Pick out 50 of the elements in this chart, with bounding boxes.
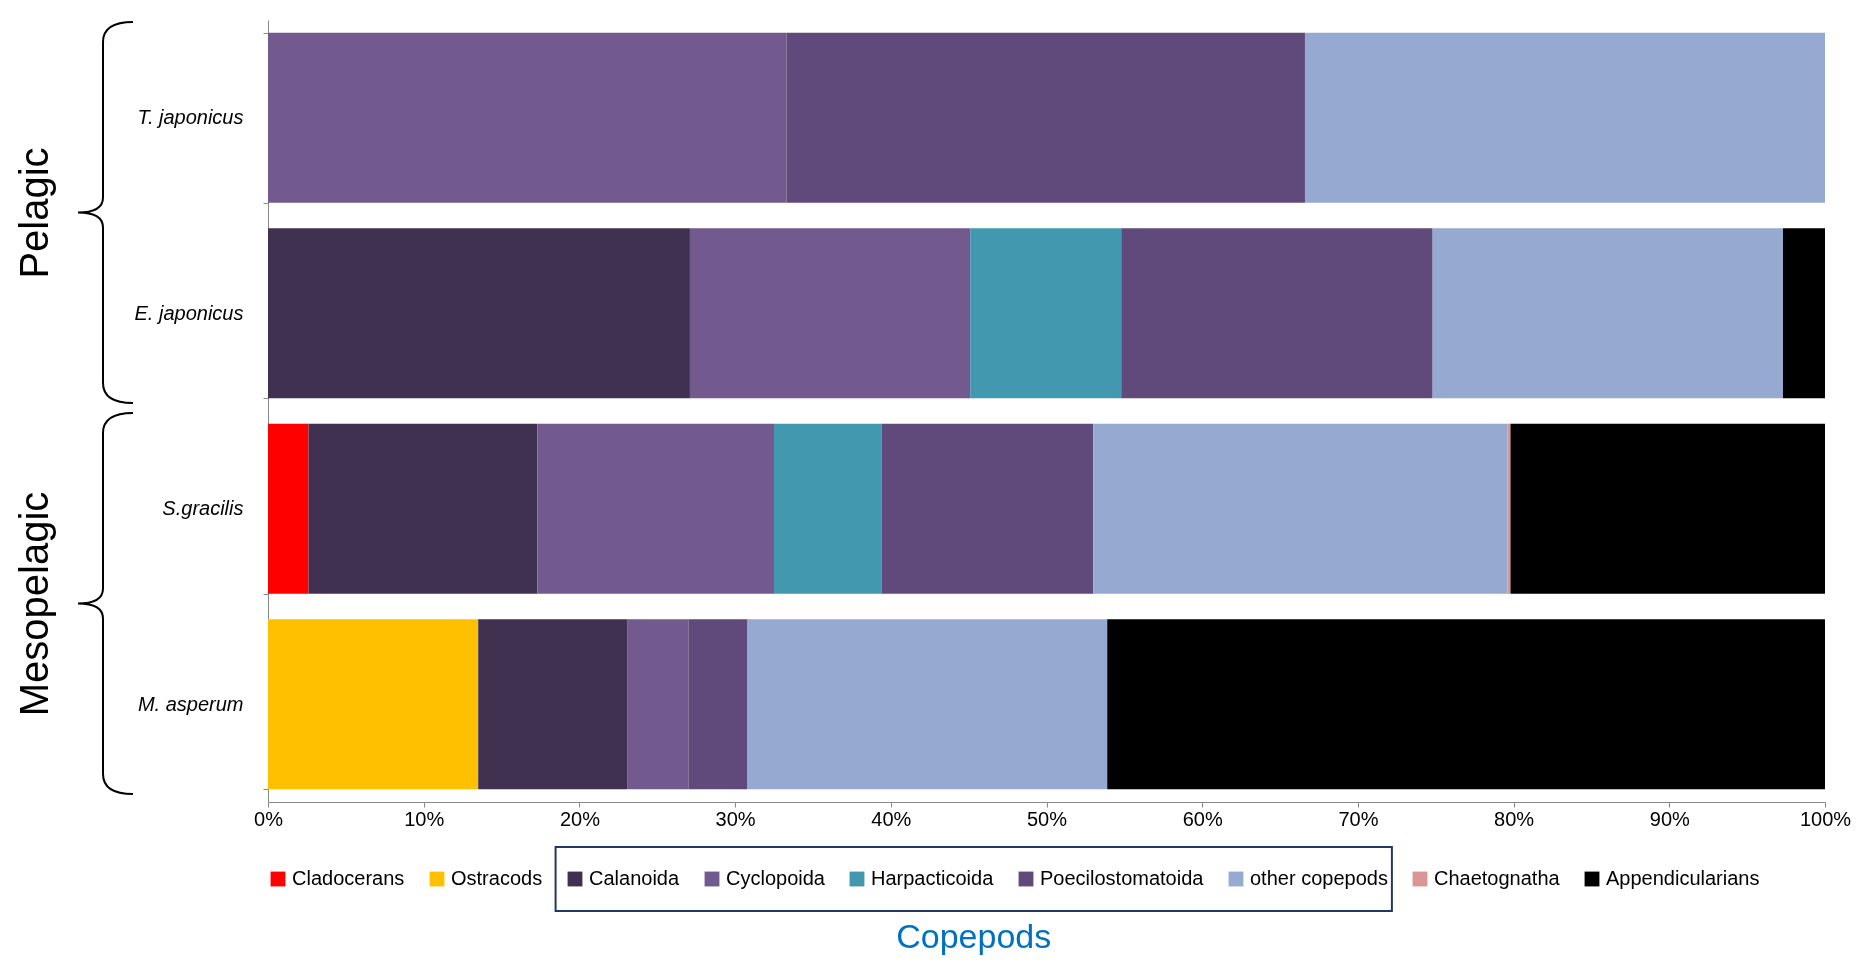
legend-label: Calanoida [589,867,680,889]
legend-label: Poecilostomatoida [1040,867,1205,889]
bar [478,619,628,790]
y-tick-label: M. asperum [137,692,244,715]
x-tick-label: 90% [1649,807,1691,830]
bar [268,423,309,594]
bar [268,228,690,399]
x-tick-label: 60% [1182,807,1223,830]
bar [627,619,689,790]
bar [970,228,1122,399]
bar [268,619,479,790]
x-tick-label: 10% [404,807,445,830]
x-tick-label: 50% [1026,807,1068,830]
legend-label: other copepods [1250,867,1388,889]
x-tick-label: 30% [715,807,756,830]
x-tick-label: 80% [1494,807,1535,830]
legend-label: Cyclopoida [726,867,826,889]
bar [689,228,971,399]
legend-label: Cladocerans [292,867,405,889]
bar [786,32,1305,203]
x-tick-label: 20% [559,807,601,830]
x-tick-label: 40% [871,807,912,830]
bar [881,423,1094,594]
bar [688,619,748,790]
legend-label: Harpacticoida [871,867,995,889]
bar [1093,423,1508,594]
text: Pelagic [11,146,57,279]
bar [308,423,538,594]
y-tick-label: E. japonicus [134,301,244,324]
y-tick-label: S.gracilis [162,497,244,520]
y-tick-label: T. japonicus [137,106,244,129]
x-tick-label: 70% [1338,807,1379,830]
bar [1510,423,1825,594]
bar [1432,228,1783,399]
bar [1304,32,1825,203]
text: Mesopelagic [11,491,57,716]
bar [1121,228,1433,399]
legend-label: Chaetognatha [1434,867,1561,889]
bar [268,32,787,203]
text: Copepods [896,917,1052,956]
legend-label: Appendicularians [1606,867,1760,889]
bar [537,423,775,594]
bar [1107,619,1825,790]
bar [774,423,882,594]
x-tick-label: 100% [1799,807,1852,830]
bar [1507,423,1511,594]
bar [747,619,1108,790]
bar [1782,228,1825,399]
x-tick-label: 0% [254,807,284,830]
legend-label: Ostracods [451,867,543,889]
